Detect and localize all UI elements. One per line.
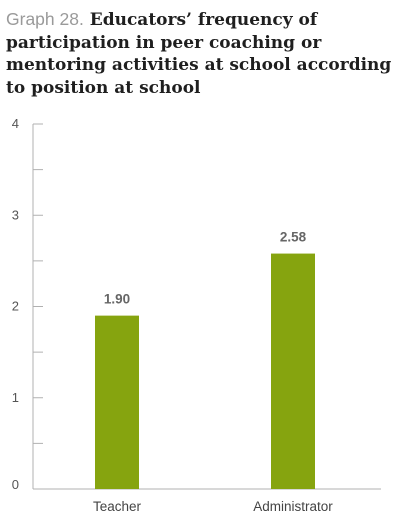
y-tick-label: 2 <box>12 299 19 314</box>
y-tick-label: 1 <box>12 390 19 405</box>
chart-labels: 0 1 2 3 4 1.90 Teacher 2.58 Administrator <box>12 116 333 514</box>
chart-title: Graph 28. Educators’ frequency of partic… <box>6 8 401 99</box>
graph-number: Graph 28. <box>6 9 84 29</box>
bar-series <box>95 253 315 489</box>
y-tick-label: 0 <box>12 477 19 492</box>
data-label: 1.90 <box>104 292 130 307</box>
data-label: 2.58 <box>280 230 307 245</box>
y-tick-label: 4 <box>12 116 19 131</box>
chart-axes <box>32 123 381 490</box>
x-tick-label: Administrator <box>253 499 333 514</box>
bar-administrator <box>271 253 315 489</box>
x-tick-label: Teacher <box>93 499 142 514</box>
bar-teacher <box>95 315 139 489</box>
graph-title-text: Educators’ frequency of participation in… <box>6 10 392 98</box>
y-tick-label: 3 <box>12 207 19 222</box>
